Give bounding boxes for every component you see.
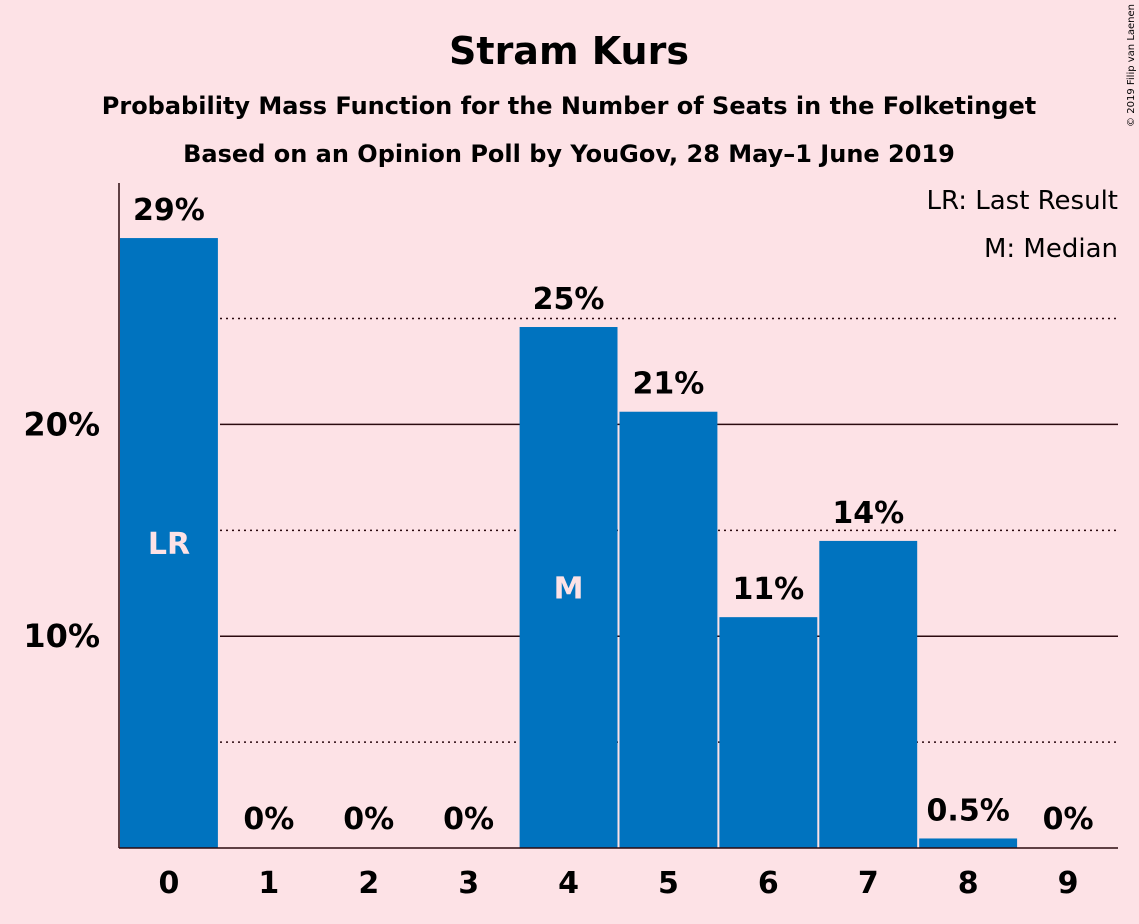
- data-label-3: 0%: [443, 802, 494, 837]
- bar-6: [719, 617, 818, 848]
- data-label-8: 0.5%: [927, 793, 1010, 828]
- y-tick-label-0: 10%: [23, 617, 100, 655]
- x-tick-label-0: 0: [159, 866, 180, 901]
- chart-subtitle: Probability Mass Function for the Number…: [102, 92, 1036, 120]
- data-label-1: 0%: [243, 802, 294, 837]
- bar-0: [120, 238, 218, 848]
- x-tick-label-7: 7: [858, 866, 879, 901]
- data-label-2: 0%: [343, 802, 394, 837]
- copyright-note: © 2019 Filip van Laenen: [1126, 4, 1137, 127]
- legend-last-result: LR: Last Result: [926, 186, 1118, 216]
- data-label-6: 11%: [732, 572, 804, 607]
- bar-5: [619, 411, 718, 848]
- bar-7: [819, 540, 918, 848]
- bars: [120, 238, 1018, 849]
- legend-median: M: Median: [984, 234, 1118, 264]
- data-labels: 29% 0% 0% 0% 25% 21% 11% 14% 0.5% 0% LR M: [133, 193, 1093, 837]
- x-tick-label-6: 6: [758, 866, 779, 901]
- x-tick-label-3: 3: [458, 866, 479, 901]
- chart-subtitle-2: Based on an Opinion Poll by YouGov, 28 M…: [183, 140, 955, 168]
- y-tick-label-1: 20%: [23, 405, 100, 443]
- x-tick-label-4: 4: [558, 866, 579, 901]
- data-label-0: 29%: [133, 193, 205, 228]
- x-tick-label-2: 2: [358, 866, 379, 901]
- x-tick-label-1: 1: [258, 866, 279, 901]
- data-label-9: 0%: [1043, 802, 1094, 837]
- chart-title: Stram Kurs: [449, 29, 689, 73]
- bar-4: [519, 327, 618, 849]
- axes: 10% 20% 0 1 2 3 4 5 6 7 8 9: [23, 183, 1118, 901]
- data-label-4: 25%: [533, 282, 605, 317]
- x-tick-label-5: 5: [658, 866, 679, 901]
- x-tick-label-9: 9: [1058, 866, 1079, 901]
- x-tick-label-8: 8: [958, 866, 979, 901]
- bar-marker-lr: LR: [148, 527, 190, 562]
- bar-marker-m: M: [554, 572, 584, 607]
- data-label-5: 21%: [633, 367, 705, 402]
- bar-8: [919, 838, 1018, 848]
- data-label-7: 14%: [832, 496, 904, 531]
